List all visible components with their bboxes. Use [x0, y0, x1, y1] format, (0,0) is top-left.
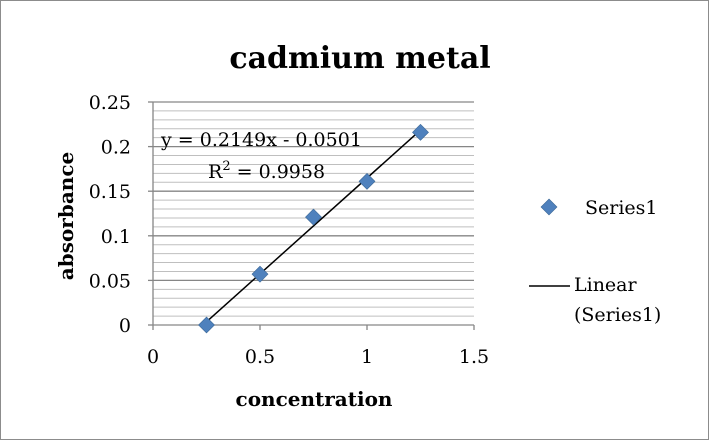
data-point: [198, 316, 215, 334]
y-tick-label: 0.1: [101, 226, 131, 248]
r-squared-symbol: R: [208, 161, 223, 183]
legend: Series1 Linear (Series1): [529, 197, 661, 326]
data-point: [305, 208, 322, 226]
trendline-label: y = 0.2149x - 0.0501 R2 = 0.9958: [160, 129, 362, 183]
chart-title: cadmium metal: [229, 41, 490, 76]
y-tick-label: 0.05: [89, 270, 131, 292]
legend-label-series1: Series1: [585, 197, 658, 219]
x-tick-label: 1.5: [459, 346, 489, 368]
x-tick-label: 0: [147, 346, 159, 368]
trendline-layer: [205, 129, 422, 323]
legend-entry-series1: Series1: [540, 197, 658, 219]
r-squared-label: R2 = 0.9958: [208, 159, 325, 183]
y-tick-labels: 0 0.05 0.1 0.15 0.2 0.25: [89, 92, 131, 337]
y-tick-label: 0: [119, 315, 131, 337]
y-tick-label: 0.15: [89, 181, 131, 203]
legend-label-linear-line2: (Series1): [574, 304, 661, 326]
r-squared-value: = 0.9958: [231, 161, 325, 183]
legend-entry-linear: Linear (Series1): [529, 274, 661, 326]
r-squared-exponent: 2: [222, 159, 230, 174]
x-tick-label: 1: [361, 346, 373, 368]
y-axis-title: absorbance: [54, 152, 78, 280]
trendline-equation: y = 0.2149x - 0.0501: [160, 129, 362, 151]
data-point: [358, 172, 376, 190]
linear-trendline: [205, 129, 422, 323]
data-points: [198, 123, 429, 334]
x-axis-title: concentration: [236, 387, 393, 411]
legend-marker-diamond-icon: [540, 198, 558, 216]
legend-label-linear-line1: Linear: [574, 274, 638, 296]
data-point: [251, 265, 269, 283]
x-tick-label: 0.5: [245, 346, 275, 368]
x-tick-labels: 0 0.5 1 1.5: [147, 346, 489, 368]
y-tick-label: 0.2: [101, 137, 131, 159]
y-tick-label: 0.25: [89, 92, 131, 114]
data-point: [412, 123, 429, 141]
